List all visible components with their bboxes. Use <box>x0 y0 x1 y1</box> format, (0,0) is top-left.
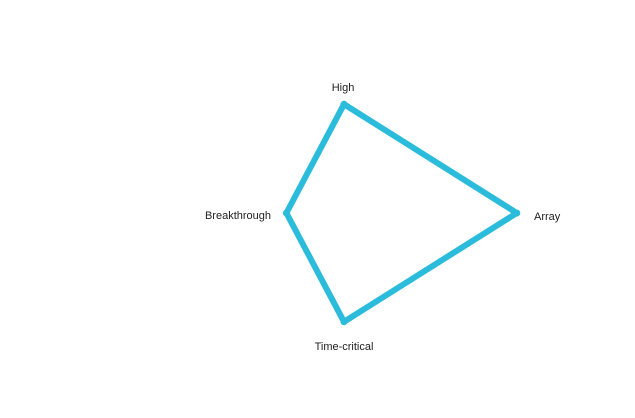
vertex-markers <box>282 100 521 326</box>
axis-label-array: Array <box>534 211 561 223</box>
vertex-marker-array <box>513 209 521 217</box>
axis-label-high: High <box>332 82 355 94</box>
series-polygon <box>283 101 520 325</box>
vertex-marker-breakthrough <box>282 209 290 217</box>
axis-label-time-critical: Time-critical <box>315 341 374 353</box>
vertex-marker-time-critical <box>340 318 348 326</box>
vertex-marker-high <box>340 100 348 108</box>
axis-label-breakthrough: Breakthrough <box>205 210 271 222</box>
